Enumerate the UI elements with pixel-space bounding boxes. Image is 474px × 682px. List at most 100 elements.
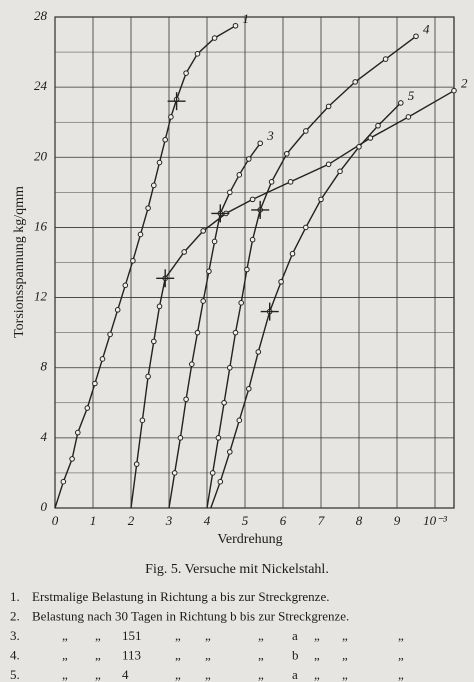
y-tick-label: 12	[34, 289, 48, 304]
data-point	[255, 349, 262, 355]
data-point	[114, 307, 121, 313]
legend-text: a	[292, 667, 298, 682]
legend-text: „	[175, 667, 181, 682]
data-point	[249, 236, 256, 243]
data-point	[107, 331, 113, 338]
data-point	[145, 373, 151, 380]
data-point	[84, 405, 91, 411]
legend-text: „	[95, 647, 101, 662]
data-point	[194, 329, 201, 336]
data-point	[130, 257, 136, 264]
data-point	[227, 189, 233, 196]
y-tick-label: 24	[34, 78, 48, 93]
curve	[206, 35, 417, 509]
data-point	[318, 196, 324, 203]
data-point	[236, 417, 243, 424]
data-point	[227, 364, 233, 371]
data-point	[211, 35, 218, 41]
data-point	[375, 122, 381, 129]
data-point	[246, 385, 252, 392]
x-tick-label: 8	[356, 513, 363, 528]
legend-text: „	[398, 628, 404, 643]
legend-text: a	[292, 628, 298, 643]
data-point	[405, 114, 412, 120]
data-point	[217, 478, 224, 485]
data-point	[325, 103, 332, 110]
y-tick-label: 4	[41, 429, 48, 444]
data-point	[168, 114, 174, 120]
data-point	[122, 282, 129, 289]
data-point	[151, 338, 157, 345]
legend-text: 2.	[10, 608, 20, 623]
legend-text: 151	[122, 628, 142, 643]
data-point	[137, 231, 144, 238]
data-point	[451, 87, 457, 94]
legend-text: „	[398, 647, 404, 662]
x-tick-label: 6	[280, 513, 287, 528]
data-point	[257, 140, 264, 147]
legend-text: „	[95, 667, 101, 682]
y-tick-label: 28	[34, 8, 48, 23]
data-point	[60, 478, 67, 485]
x-axis-label: Verdrehung	[217, 532, 282, 547]
x-tick-label: 1	[90, 513, 97, 528]
data-point	[284, 150, 290, 157]
data-point	[289, 250, 296, 257]
data-point	[249, 196, 256, 203]
data-point	[236, 172, 243, 178]
data-point	[211, 238, 218, 245]
legend-text: „	[342, 647, 348, 662]
data-point	[156, 159, 163, 166]
curve-label: 5	[408, 88, 415, 103]
data-point	[382, 56, 389, 62]
x-tick-label: 2	[128, 513, 135, 528]
data-point	[171, 470, 178, 476]
data-point	[177, 435, 184, 441]
data-point	[69, 456, 75, 462]
legend-text: 4.	[10, 647, 20, 662]
legend-text: „	[62, 628, 68, 643]
legend-text: „	[62, 647, 68, 662]
data-point	[156, 303, 163, 310]
data-point	[92, 380, 98, 387]
legend-text: 5.	[10, 667, 20, 682]
legend-text: „	[205, 667, 211, 682]
data-point	[189, 361, 195, 368]
legend-text: „	[314, 667, 320, 682]
curve-label: 4	[423, 21, 430, 36]
legend-text: „	[342, 667, 348, 682]
data-point	[287, 179, 294, 185]
data-point	[238, 300, 244, 306]
data-point	[367, 135, 374, 141]
data-point	[278, 278, 284, 285]
data-point	[139, 417, 146, 424]
legend-text: „	[175, 628, 181, 643]
data-point	[227, 449, 233, 455]
legend-text: Erstmalige Belastung in Richtung a bis z…	[32, 589, 329, 604]
y-tick-label: 0	[41, 499, 48, 514]
curve-label: 1	[243, 11, 250, 26]
legend-text: „	[205, 647, 211, 662]
data-point	[145, 205, 151, 211]
data-point	[352, 79, 359, 85]
data-point	[268, 179, 275, 185]
data-point	[325, 161, 332, 168]
legend-text: „	[95, 628, 101, 643]
data-point	[356, 143, 362, 150]
data-point	[303, 128, 309, 134]
x-tick-label: 4	[204, 513, 211, 528]
x-tick-label: 10⁻³	[423, 513, 448, 528]
legend-text: 113	[122, 647, 141, 662]
legend-text: Belastung nach 30 Tagen in Richtung b bi…	[32, 608, 349, 623]
legend-text: „	[258, 667, 264, 682]
legend-text: „	[342, 628, 348, 643]
data-point	[75, 429, 81, 436]
legend-text: „	[258, 647, 264, 662]
y-tick-label: 8	[41, 359, 48, 374]
curve	[210, 102, 402, 509]
legend-text: „	[62, 667, 68, 682]
data-point	[194, 51, 201, 57]
data-point	[337, 168, 343, 175]
curve	[168, 142, 261, 509]
